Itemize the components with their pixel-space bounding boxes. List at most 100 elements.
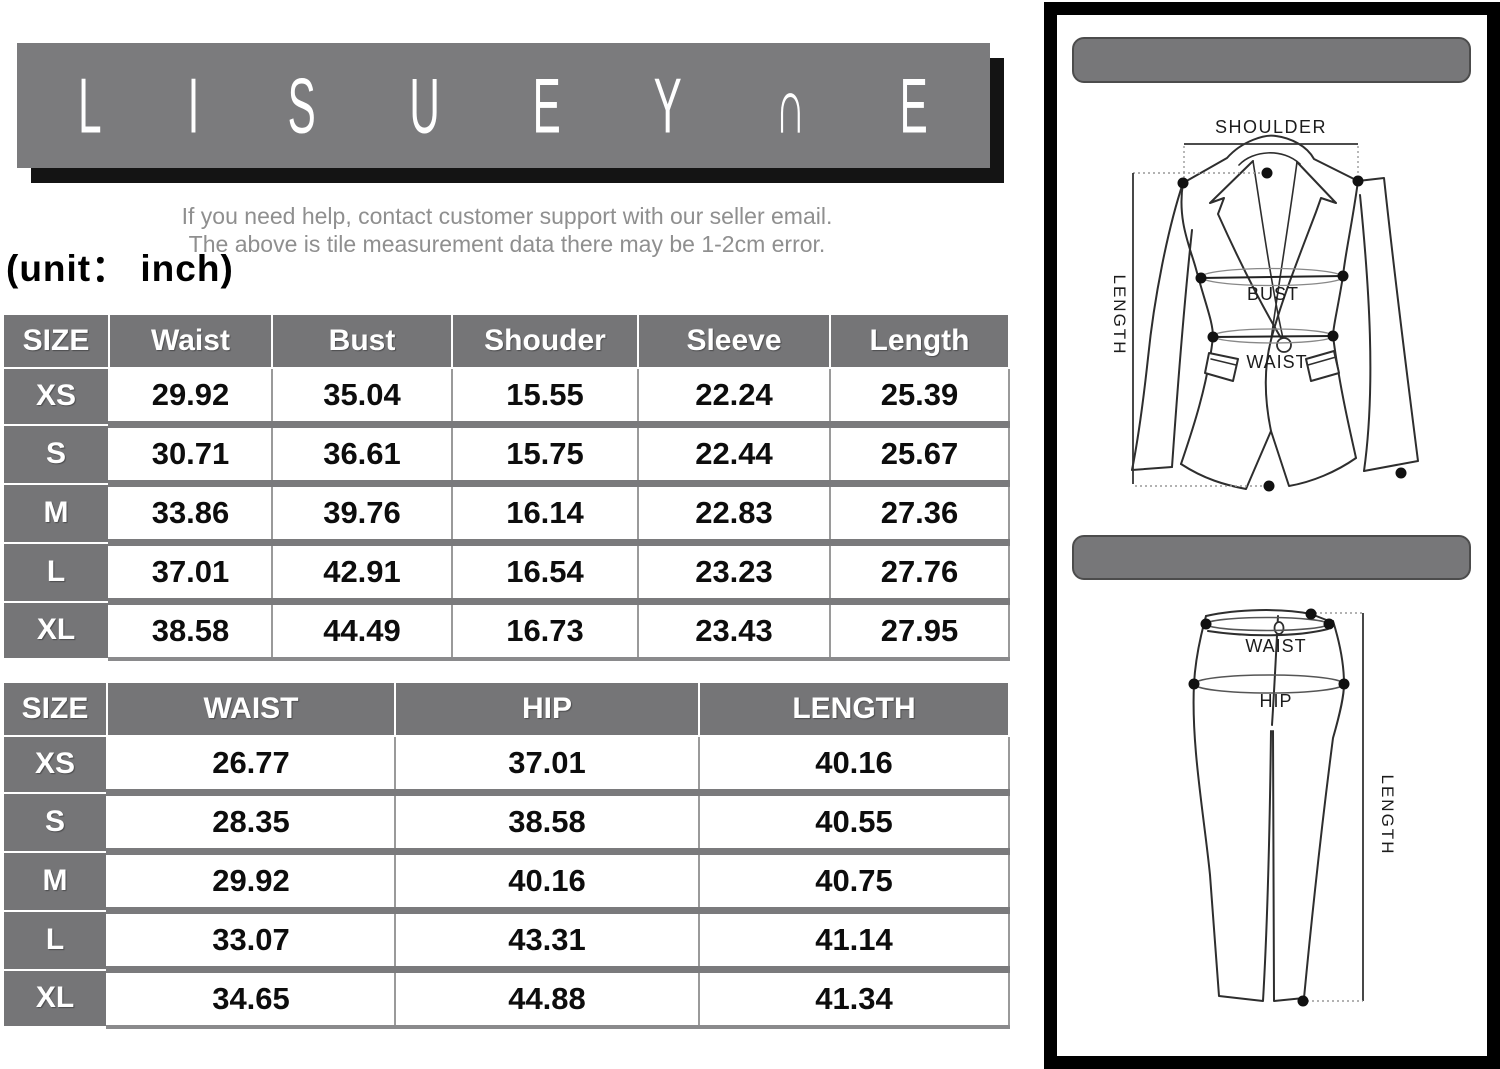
pants-measure-dots: [1188, 608, 1350, 1007]
pants-size-table: SIZE WAIST HIP LENGTH XS 26.77 37.01 40.16 S 28.…: [2, 681, 1010, 1029]
size-row-s: S 28.35 38.58 40.55: [2, 791, 1010, 855]
size-row-xs: XS 26.77 37.01 40.16: [2, 735, 1010, 796]
measurement-value: 29.92: [106, 851, 396, 914]
pants-line-drawing: [1192, 609, 1345, 1002]
size-label: S: [2, 791, 108, 853]
measurement-value: 40.16: [698, 736, 1010, 796]
pants-table-header-row: SIZE WAIST HIP LENGTH: [2, 681, 1010, 737]
measurement-value: 43.31: [394, 910, 700, 973]
brand-letter: Y: [653, 61, 683, 150]
column-header-shouder: Shouder: [451, 313, 639, 369]
measurement-value: 22.83: [637, 483, 831, 546]
measurement-value: 26.77: [106, 736, 396, 796]
size-row-l: L 33.07 43.31 41.14: [2, 909, 1010, 973]
unit-label: (unit： inch): [6, 248, 234, 289]
measurement-value: 33.07: [106, 910, 396, 973]
pants-waist-label: WAIST: [1245, 636, 1306, 656]
column-header-sleeve: Sleeve: [637, 313, 831, 369]
measurement-value: 22.44: [637, 424, 831, 487]
measurement-diagram: SHOULDER BUST WAIST LENGTH: [1072, 37, 1471, 1007]
measurement-value: 36.61: [271, 424, 453, 487]
size-label: L: [2, 541, 110, 603]
measurement-value: 25.67: [829, 424, 1010, 487]
column-header-waist: WAIST: [106, 681, 396, 737]
pants-length-label: LENGTH: [1378, 775, 1397, 856]
size-label: XL: [2, 968, 108, 1028]
brand-letter: U: [409, 61, 440, 150]
measurement-value: 40.75: [698, 851, 1010, 914]
measurement-value: 35.04: [271, 368, 453, 428]
pants-section-bar: [1072, 535, 1471, 580]
size-row-m: M 33.86 39.76 16.14 22.83 27.36: [2, 482, 1010, 546]
measurement-value: 23.43: [637, 601, 831, 661]
brand-letter: L: [78, 61, 102, 150]
measurement-value: 16.73: [451, 601, 639, 661]
pants-hip-label: HIP: [1259, 691, 1292, 711]
measurement-value: 34.65: [106, 969, 396, 1029]
jacket-section-bar: [1072, 37, 1471, 83]
size-row-m: M 29.92 40.16 40.75: [2, 850, 1010, 914]
measurement-value: 22.24: [637, 368, 831, 428]
measurement-value: 15.55: [451, 368, 639, 428]
support-note-line1: If you need help, contact customer suppo…: [181, 203, 833, 229]
measurement-value: 33.86: [108, 483, 273, 546]
jacket-measure-lines: [1132, 143, 1407, 492]
size-label: XS: [2, 367, 110, 426]
measurement-value: 27.36: [829, 483, 1010, 546]
jacket-bust-label: BUST: [1247, 284, 1299, 304]
size-label: M: [2, 850, 108, 912]
measurement-value: 37.01: [108, 542, 273, 605]
measurement-value: 40.55: [698, 792, 1010, 855]
brand-letter: S: [287, 61, 316, 150]
size-row-xl: XL 38.58 44.49 16.73 23.43 27.95: [2, 600, 1010, 661]
column-header-length: Length: [829, 313, 1010, 369]
size-row-xl: XL 34.65 44.88 41.34: [2, 968, 1010, 1029]
size-label: XS: [2, 735, 108, 794]
measurement-value: 16.14: [451, 483, 639, 546]
measurement-value: 15.75: [451, 424, 639, 487]
pants-measure-lines: [1188, 608, 1364, 1007]
measurement-value: 25.39: [829, 368, 1010, 428]
size-label: XL: [2, 600, 110, 660]
column-header-hip: HIP: [394, 681, 700, 737]
measurement-value: 42.91: [271, 542, 453, 605]
brand-banner: L I S U E Y ∩ E: [17, 43, 990, 168]
measurement-value: 16.54: [451, 542, 639, 605]
jacket-length-label: LENGTH: [1110, 275, 1129, 356]
brand-letter: E: [899, 61, 928, 150]
measurement-value: 44.88: [394, 969, 700, 1029]
measurement-value: 28.35: [106, 792, 396, 855]
measurement-value: 41.14: [698, 910, 1010, 973]
measurement-value: 41.34: [698, 969, 1010, 1029]
measurement-value: 23.23: [637, 542, 831, 605]
measurement-value: 27.95: [829, 601, 1010, 661]
measurement-value: 40.16: [394, 851, 700, 914]
brand-letter: ∩: [775, 61, 806, 150]
measurement-value: 29.92: [108, 368, 273, 428]
support-note-line2: The above is tile measurement data there…: [188, 231, 826, 257]
brand-letter: I: [187, 61, 200, 150]
measurement-diagram-panel: SHOULDER BUST WAIST LENGTH: [1044, 2, 1500, 1069]
jacket-shoulder-label: SHOULDER: [1215, 117, 1327, 137]
measurement-value: 44.49: [271, 601, 453, 661]
column-header-bust: Bust: [271, 313, 453, 369]
size-row-xs: XS 29.92 35.04 15.55 22.24 25.39: [2, 367, 1010, 428]
support-note: If you need help, contact customer suppo…: [0, 202, 1014, 258]
jacket-line-drawing: [1131, 134, 1419, 490]
jacket-measure-dots: [1177, 167, 1407, 492]
size-label: S: [2, 423, 110, 485]
column-header-waist: Waist: [108, 313, 273, 369]
size-label: M: [2, 482, 110, 544]
measurement-value: 37.01: [394, 736, 700, 796]
size-label: L: [2, 909, 108, 971]
jacket-waist-label: WAIST: [1246, 352, 1307, 372]
jacket-size-table: SIZE Waist Bust Shouder Sleeve Length XS 29.92…: [2, 313, 1010, 661]
measurement-value: 39.76: [271, 483, 453, 546]
jacket-table-header-row: SIZE Waist Bust Shouder Sleeve Length: [2, 313, 1010, 369]
measurement-value: 27.76: [829, 542, 1010, 605]
column-header-size: SIZE: [2, 313, 110, 369]
measurement-value: 30.71: [108, 424, 273, 487]
size-row-l: L 37.01 42.91 16.54 23.23 27.76: [2, 541, 1010, 605]
column-header-size: SIZE: [2, 681, 108, 737]
